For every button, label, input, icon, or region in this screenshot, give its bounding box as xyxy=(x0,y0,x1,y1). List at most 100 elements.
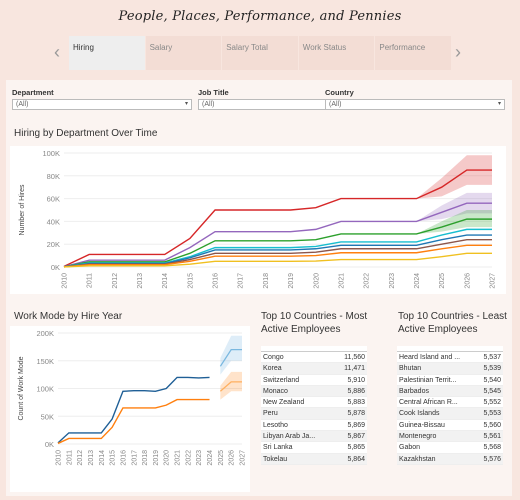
count-cell: 5,560 xyxy=(483,421,501,429)
most-active-table: Congo 11,560 Korea 11,471 Switzerland 5,910 Mo… xyxy=(261,346,367,465)
department-select[interactable]: (All) ▾ xyxy=(12,99,192,110)
forecast-line xyxy=(219,381,242,392)
country-cell: Tokelau xyxy=(263,455,288,463)
tab-work-status[interactable]: Work Status xyxy=(297,36,375,70)
country-filter: Country (All) ▾ xyxy=(325,88,505,110)
count-cell: 5,867 xyxy=(347,433,365,441)
forecast-band xyxy=(220,335,242,375)
chevron-down-icon: ▾ xyxy=(184,101,188,107)
table-row[interactable]: Barbados 5,545 xyxy=(397,385,503,398)
y-axis-label: Count of Work Mode xyxy=(18,356,25,420)
y-tick-label: 200K xyxy=(36,329,54,338)
x-tick-label: 2012 xyxy=(77,450,84,466)
x-tick-label: 2015 xyxy=(187,273,194,289)
country-cell: Heard Island and ... xyxy=(399,354,461,361)
y-tick-label: 100K xyxy=(36,385,54,394)
count-cell: 5,537 xyxy=(483,354,501,361)
country-cell: Montenegro xyxy=(399,433,437,441)
x-tick-label: 2027 xyxy=(490,273,497,289)
series-line xyxy=(63,252,492,268)
table-row[interactable]: Libyan Arab Ja... 5,867 xyxy=(261,431,367,443)
x-tick-label: 2014 xyxy=(162,273,169,289)
x-tick-label: 2024 xyxy=(414,273,421,289)
department-select-value: (All) xyxy=(16,101,29,108)
x-tick-label: 2027 xyxy=(240,450,247,466)
count-cell: 11,560 xyxy=(344,354,365,361)
series-line xyxy=(57,398,210,445)
table-header xyxy=(261,346,367,352)
x-tick-label: 2020 xyxy=(313,273,320,289)
country-cell: New Zealand xyxy=(263,399,305,407)
table-row[interactable]: Sri Lanka 5,865 xyxy=(261,442,367,454)
dashboard-title: People, Places, Performance, and Pennies xyxy=(118,9,402,24)
country-cell: Palestinian Territ... xyxy=(399,376,457,384)
hiring-chart-box: 100K 80K 60K 40K 20K 0K Number of Hires 2010 201… xyxy=(10,146,506,294)
x-tick-label: 2023 xyxy=(196,450,203,466)
table-row[interactable]: Montenegro 5,561 xyxy=(397,431,503,443)
tab-salary-total[interactable]: Salary Total xyxy=(221,36,298,70)
x-tick-label: 2011 xyxy=(66,450,73,465)
x-tick-label: 2010 xyxy=(62,273,69,289)
table-row[interactable]: Guinea-Bissau 5,560 xyxy=(397,419,503,432)
table-row[interactable]: Cook Islands 5,553 xyxy=(397,408,503,420)
x-tick-label: 2011 xyxy=(87,273,94,288)
series-line xyxy=(57,376,210,444)
table-row[interactable]: Palestinian Territ... 5,540 xyxy=(397,374,503,386)
series-line xyxy=(63,218,492,268)
table-row[interactable]: Switzerland 5,910 xyxy=(261,374,367,386)
x-tick-label: 2021 xyxy=(175,450,182,466)
country-cell: Korea xyxy=(263,365,282,373)
x-tick-label: 2017 xyxy=(131,450,138,466)
count-cell: 5,886 xyxy=(347,387,365,395)
x-tick-label: 2013 xyxy=(137,273,144,289)
x-tick-label: 2012 xyxy=(112,273,119,289)
count-cell: 5,539 xyxy=(483,365,501,373)
department-filter-label: Department xyxy=(12,88,54,97)
forecast-line xyxy=(219,349,242,367)
table-row[interactable]: Korea 11,471 xyxy=(261,363,367,375)
least-active-title: Top 10 Countries - Least Active Employee… xyxy=(398,311,507,335)
prev-tab-arrow-icon[interactable]: ‹ xyxy=(54,42,60,62)
hiring-chart-title: Hiring by Department Over Time xyxy=(14,128,158,139)
y-tick-label: 150K xyxy=(36,357,54,366)
table-row[interactable]: New Zealand 5,883 xyxy=(261,397,367,409)
country-cell: Monaco xyxy=(263,387,288,395)
y-tick-label: 40K xyxy=(47,217,60,226)
series-line xyxy=(63,202,492,268)
tab-salary[interactable]: Salary xyxy=(144,36,222,70)
y-tick-label: 100K xyxy=(42,149,60,158)
least-active-table: Heard Island and ... 5,537 Bhutan 5,539 Pale… xyxy=(397,346,503,465)
tab-performance[interactable]: Performance xyxy=(374,36,451,70)
country-cell: Guinea-Bissau xyxy=(399,421,445,429)
count-cell: 5,864 xyxy=(347,455,365,463)
table-row[interactable]: Congo 11,560 xyxy=(261,352,367,364)
table-row[interactable]: Peru 5,878 xyxy=(261,408,367,420)
count-cell: 5,576 xyxy=(483,455,501,463)
table-row[interactable]: Gabon 5,568 xyxy=(397,442,503,454)
series-line xyxy=(63,169,492,268)
forecast-band xyxy=(220,371,242,400)
x-tick-label: 2015 xyxy=(110,450,117,466)
x-tick-label: 2026 xyxy=(464,273,471,289)
country-select-value: (All) xyxy=(329,101,342,108)
table-row[interactable]: Central African R... 5,552 xyxy=(397,397,503,409)
table-row[interactable]: Monaco 5,886 xyxy=(261,385,367,398)
work-mode-chart-title: Work Mode by Hire Year xyxy=(14,311,123,322)
table-row[interactable]: Tokelau 5,864 xyxy=(261,453,367,465)
table-row[interactable]: Bhutan 5,539 xyxy=(397,363,503,375)
table-row[interactable]: Lesotho 5,869 xyxy=(261,419,367,432)
forecast-band xyxy=(416,210,492,234)
x-tick-label: 2010 xyxy=(56,450,63,466)
country-select[interactable]: (All) ▾ xyxy=(325,99,505,110)
table-row[interactable]: Heard Island and ... 5,537 xyxy=(397,352,503,364)
x-tick-label: 2021 xyxy=(338,273,345,289)
x-tick-label: 2025 xyxy=(439,273,446,289)
count-cell: 5,553 xyxy=(483,410,501,418)
x-tick-label: 2022 xyxy=(364,273,371,289)
tab-hiring[interactable]: Hiring xyxy=(68,36,145,70)
next-tab-arrow-icon[interactable]: › xyxy=(455,42,461,62)
country-cell: Gabon xyxy=(399,444,421,452)
table-row[interactable]: Kazakhstan 5,576 xyxy=(397,453,503,465)
x-tick-label: 2020 xyxy=(164,450,171,466)
